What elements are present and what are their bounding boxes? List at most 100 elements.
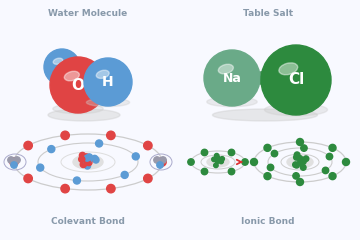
Circle shape [84, 154, 90, 160]
Circle shape [96, 140, 103, 147]
Circle shape [215, 156, 220, 160]
Circle shape [264, 144, 271, 151]
Circle shape [329, 144, 336, 151]
Circle shape [293, 173, 299, 179]
Circle shape [14, 157, 20, 163]
Circle shape [61, 131, 69, 140]
Text: H: H [102, 75, 114, 89]
Ellipse shape [218, 64, 233, 74]
Circle shape [93, 157, 99, 163]
Ellipse shape [73, 155, 103, 169]
Ellipse shape [207, 157, 229, 167]
Circle shape [84, 58, 132, 106]
Circle shape [215, 153, 219, 158]
Circle shape [201, 149, 208, 156]
Circle shape [50, 57, 106, 113]
Circle shape [294, 162, 300, 168]
Ellipse shape [254, 72, 274, 84]
Ellipse shape [64, 71, 79, 81]
Circle shape [83, 157, 89, 163]
Circle shape [107, 184, 115, 193]
Circle shape [215, 159, 220, 163]
Circle shape [293, 162, 298, 168]
Circle shape [251, 158, 257, 166]
Ellipse shape [53, 58, 63, 64]
Circle shape [121, 171, 128, 178]
Circle shape [132, 153, 139, 160]
Circle shape [86, 159, 92, 166]
Text: Colevant Bond: Colevant Bond [51, 217, 125, 227]
Circle shape [11, 162, 17, 168]
Ellipse shape [207, 97, 257, 107]
Circle shape [261, 45, 331, 115]
Circle shape [297, 156, 303, 161]
Circle shape [91, 155, 98, 162]
Circle shape [79, 156, 85, 162]
Circle shape [188, 159, 194, 165]
Circle shape [297, 138, 303, 145]
Circle shape [214, 163, 218, 168]
Circle shape [228, 168, 235, 175]
Circle shape [300, 158, 305, 163]
Circle shape [24, 141, 32, 150]
Circle shape [228, 149, 235, 156]
Text: Na: Na [222, 72, 242, 84]
Ellipse shape [53, 104, 103, 114]
Circle shape [86, 156, 92, 163]
Circle shape [144, 141, 152, 150]
Text: Table Salt: Table Salt [243, 10, 293, 18]
Circle shape [220, 157, 224, 161]
Circle shape [86, 154, 93, 160]
Ellipse shape [96, 70, 109, 78]
Ellipse shape [48, 109, 120, 121]
Circle shape [299, 159, 304, 164]
Circle shape [84, 155, 90, 161]
Circle shape [44, 49, 80, 85]
Circle shape [107, 131, 115, 140]
Circle shape [73, 177, 80, 184]
Circle shape [297, 179, 303, 186]
Ellipse shape [212, 109, 318, 121]
Circle shape [216, 158, 220, 163]
Ellipse shape [287, 156, 313, 168]
Circle shape [264, 173, 271, 180]
Circle shape [201, 168, 208, 175]
Circle shape [80, 161, 86, 168]
Circle shape [86, 157, 92, 163]
Circle shape [297, 160, 303, 166]
Circle shape [158, 158, 166, 166]
Circle shape [301, 165, 306, 170]
Circle shape [242, 159, 248, 165]
Circle shape [61, 184, 69, 193]
Circle shape [267, 164, 274, 171]
Circle shape [80, 152, 86, 158]
Circle shape [301, 159, 306, 164]
Circle shape [204, 50, 260, 106]
Circle shape [154, 157, 160, 163]
Circle shape [294, 152, 300, 158]
Circle shape [24, 174, 32, 183]
Circle shape [326, 153, 333, 160]
Circle shape [271, 150, 278, 157]
Circle shape [329, 173, 336, 180]
Circle shape [322, 167, 329, 174]
Circle shape [219, 159, 224, 164]
Ellipse shape [265, 104, 328, 116]
Circle shape [212, 157, 216, 162]
Text: O: O [72, 78, 85, 92]
Text: Cl: Cl [288, 72, 304, 88]
Circle shape [157, 162, 163, 168]
Text: Water Molecule: Water Molecule [48, 10, 128, 18]
Circle shape [294, 155, 299, 160]
Circle shape [84, 163, 90, 169]
Circle shape [301, 145, 307, 151]
Circle shape [8, 157, 14, 163]
Text: Ionic Bond: Ionic Bond [241, 217, 295, 227]
Circle shape [48, 146, 55, 153]
Circle shape [84, 159, 90, 165]
Circle shape [37, 164, 44, 171]
Circle shape [303, 156, 309, 162]
Circle shape [342, 158, 350, 166]
Circle shape [144, 174, 152, 183]
Circle shape [300, 158, 306, 164]
